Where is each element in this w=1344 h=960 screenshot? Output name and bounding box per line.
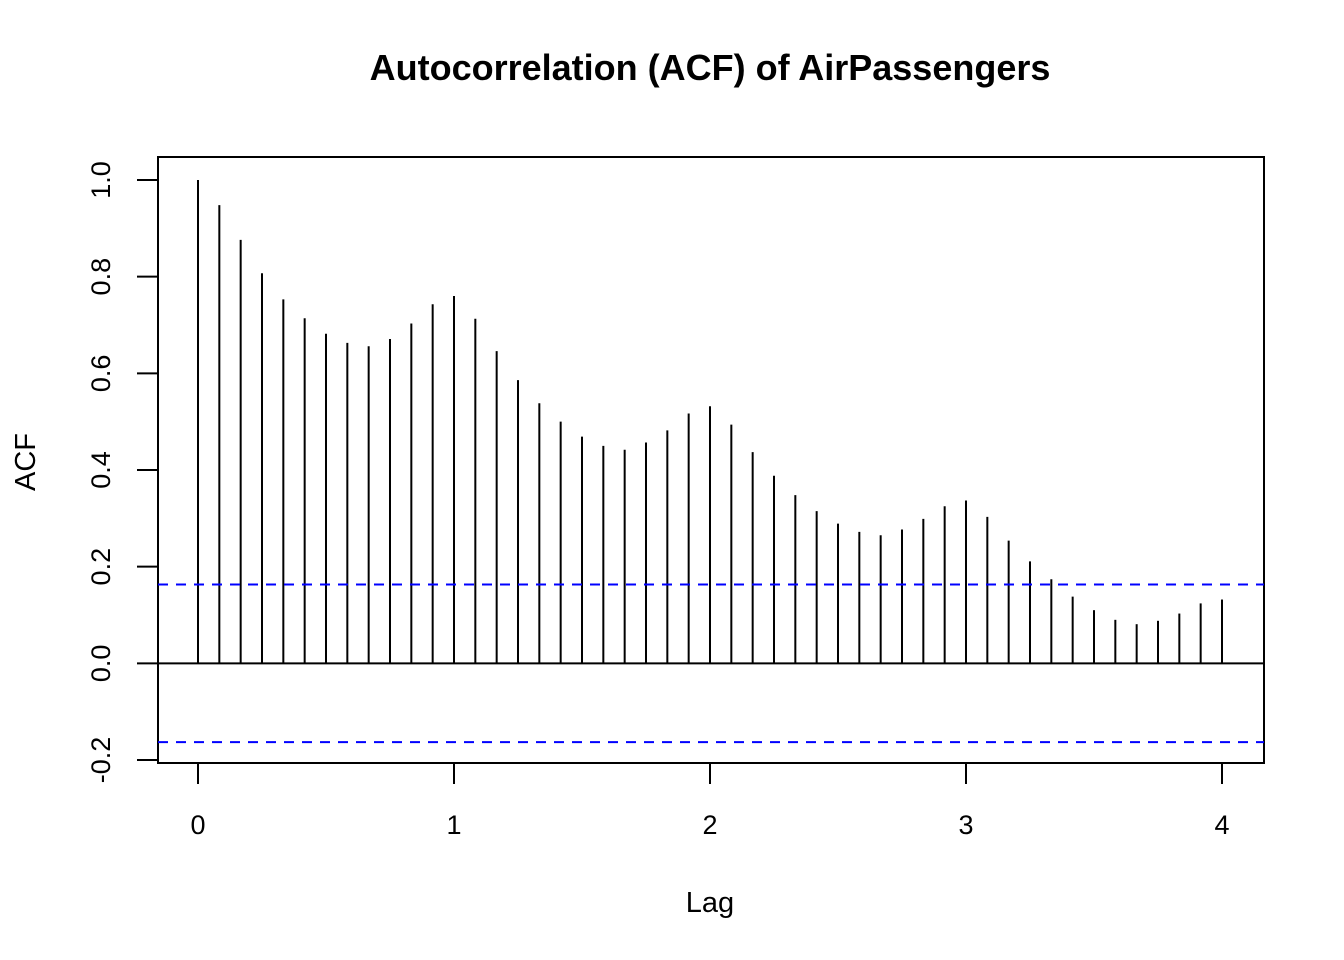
plot-frame: [157, 156, 1265, 764]
x-tick-label: 3: [958, 810, 973, 840]
x-tick-label: 0: [190, 810, 205, 840]
y-tick-label: -0.2: [86, 737, 116, 784]
x-axis-label: Lag: [686, 887, 734, 919]
x-tick-label: 4: [1214, 810, 1229, 840]
reference-lines: [158, 583, 1264, 744]
acf-bars: [197, 180, 1223, 664]
y-tick-label: 0.6: [86, 355, 116, 393]
y-tick-label: 0.2: [86, 548, 116, 586]
x-tick-label: 2: [702, 810, 717, 840]
y-axis: -0.2 0.0 0.2 0.4 0.6 0.8 1.0: [86, 161, 159, 784]
chart-title: Autocorrelation (ACF) of AirPassengers: [370, 47, 1051, 88]
x-axis: 0 1 2 3 4: [190, 762, 1230, 840]
x-tick-label: 1: [446, 810, 461, 840]
y-tick-label: 0.0: [86, 645, 116, 683]
y-tick-label: 0.8: [86, 258, 116, 296]
y-tick-label: 1.0: [86, 161, 116, 199]
y-axis-label: ACF: [10, 433, 42, 491]
y-tick-label: 0.4: [86, 451, 116, 489]
